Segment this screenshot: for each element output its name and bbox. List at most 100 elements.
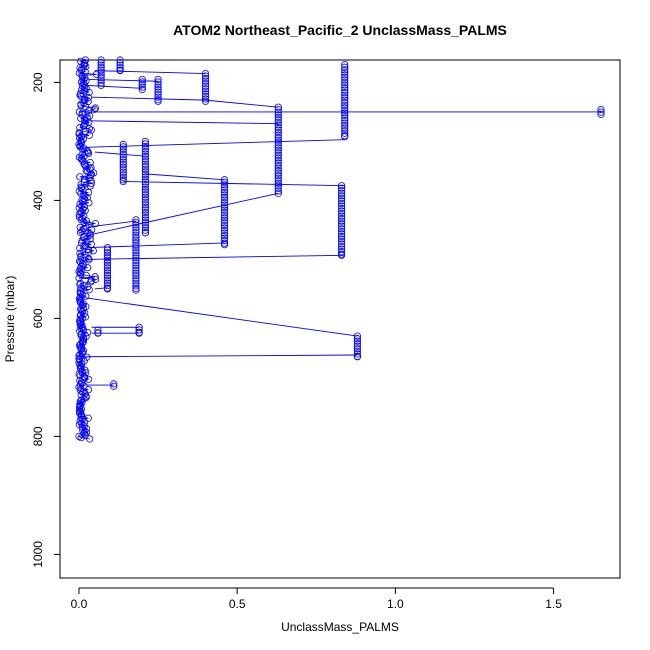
data-point [337,235,346,243]
data-point [116,64,124,72]
data-point [75,153,83,161]
data-point [103,276,112,285]
data-point [337,192,346,200]
data-point [78,360,86,368]
data-point [274,106,282,114]
data-point [220,216,229,224]
data-point [220,191,229,199]
data-point [82,62,90,71]
data-point [220,226,229,235]
data-point [97,79,105,87]
data-point [341,83,349,92]
x-axis: 0.0 0.5 1.0 1.5 [71,587,562,611]
connector-line [91,96,206,101]
data-point [220,214,229,222]
data-point [274,121,282,129]
data-point [87,126,95,134]
data-point [274,189,282,197]
data-point [274,123,282,132]
y-tick-label: 1000 [31,541,45,568]
data-point [220,204,229,212]
data-point [132,267,140,275]
data-point [274,174,282,182]
data-point [341,116,349,125]
data-point [82,162,90,171]
data-point [201,85,210,93]
data-point [341,96,349,104]
data-point [337,204,346,213]
chart-title: ATOM2 Northeast_Pacific_2 UnclassMass_PA… [173,22,507,38]
data-point [132,241,140,249]
data-point [132,277,140,285]
data-point [274,128,282,137]
data-point [337,212,346,220]
data-point [77,253,85,261]
data-point [97,76,105,84]
data-point [91,219,100,228]
connector-line [85,139,345,148]
data-point [341,81,349,89]
data-point [337,187,346,195]
data-point [132,216,140,224]
data-point [132,264,140,272]
data-point [132,246,140,254]
connector-line [94,70,206,75]
connector-line [85,192,279,237]
data-point [141,206,150,214]
data-point [132,249,140,257]
data-point [132,269,140,277]
data-point [75,317,84,325]
connector-lines [77,59,602,440]
data-point [80,243,88,251]
connector-line [85,354,358,358]
data-point [274,103,282,111]
data-point [141,175,150,184]
x-tick-label: 0.5 [229,597,246,611]
data-point [337,215,346,223]
data-point [274,118,282,127]
data-point [132,282,140,290]
data-point [103,282,112,290]
data-point [341,122,349,130]
data-point [97,56,105,64]
data-point [82,292,90,300]
data-point [341,119,349,127]
data-point [103,266,112,275]
data-point [76,293,84,302]
data-point [141,170,150,178]
data-point [76,223,84,232]
data-point [337,237,346,246]
data-point [141,186,150,194]
data-point [274,172,282,180]
data-point [220,237,229,245]
connector-line [85,84,143,89]
data-point [76,340,85,348]
data-point [154,75,162,84]
data-point [138,83,146,91]
data-point [141,165,150,173]
data-point [337,182,346,190]
data-point [132,259,140,267]
data-point [132,261,140,270]
data-point [85,199,93,207]
data-point [85,256,93,264]
data-point [337,189,346,197]
data-point [80,175,89,184]
data-point [119,145,127,154]
data-point [274,116,282,124]
data-point [81,161,89,169]
data-point [138,78,146,86]
data-point [341,104,349,112]
data-point [337,227,346,235]
data-point [274,159,282,167]
data-point [274,161,282,170]
data-point [84,94,92,102]
data-point [141,216,150,224]
data-point [89,247,97,255]
data-point [274,177,282,185]
data-point [154,86,162,94]
data-point [90,105,99,113]
data-point [75,409,84,417]
data-point [337,197,346,205]
data-point [88,226,96,234]
